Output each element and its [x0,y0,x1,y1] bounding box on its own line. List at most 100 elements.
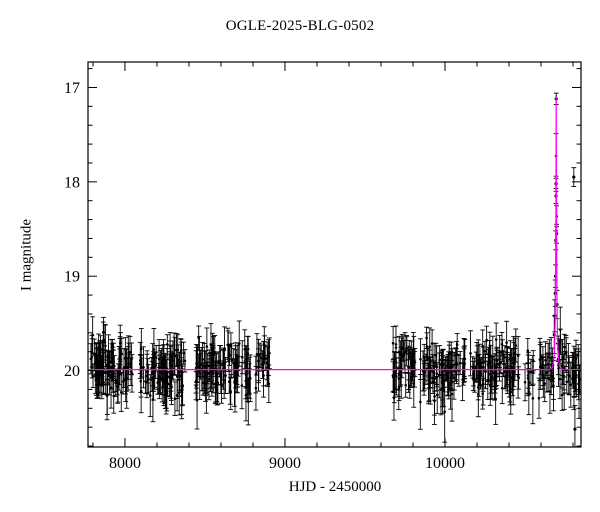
data-point [506,371,509,375]
data-point [104,344,107,348]
data-point [562,391,566,395]
data-point [161,379,164,383]
data-point [560,393,564,397]
data-point [102,338,105,342]
data-point [393,370,396,374]
data-point [228,353,231,357]
data-point [489,354,493,358]
data-point [157,377,160,381]
data-point [151,356,154,360]
data-point [112,394,116,398]
data-point [94,352,98,356]
data-point [491,371,495,375]
data-point [469,352,472,355]
data-point [497,363,501,366]
data-point [391,341,395,345]
data-point [403,351,407,354]
data-point [455,362,458,366]
data-point [552,384,555,387]
y-tick-label: 18 [64,174,80,191]
data-point [176,375,179,378]
data-point [472,377,475,380]
data-point [98,355,102,358]
data-point [142,366,145,369]
data-point [205,345,209,348]
data-point [550,374,554,378]
data-point [166,343,169,346]
data-point [119,390,123,394]
data-point [543,382,547,385]
data-point [526,349,530,353]
data-point [107,359,111,363]
axes-frame [87,61,582,448]
data-point [537,396,541,400]
data-point [212,353,215,357]
data-point [214,382,217,386]
model-curve [88,96,581,371]
data-point [462,373,465,376]
data-point [505,341,508,344]
data-point [426,357,430,360]
data-point [511,361,515,365]
data-point [477,392,480,396]
data-point [479,373,482,376]
data-point [118,360,121,363]
data-point [531,359,535,363]
data-point [446,375,450,378]
data-point [245,382,249,386]
data-point [139,379,143,383]
data-point [509,390,513,394]
data-point [173,397,177,400]
data-point [510,376,514,380]
y-tick-label: 17 [64,80,80,97]
data-point [423,371,426,374]
data-point [183,359,187,363]
data-point [115,381,119,385]
data-point [171,359,175,362]
data-point [541,373,545,377]
data-point [128,350,132,354]
data-point [545,371,549,375]
data-point [152,348,156,351]
data-point [95,377,98,381]
data-points-layer [88,92,581,447]
data-point [206,371,209,375]
data-point [138,359,142,362]
data-point [494,338,498,341]
data-point [165,390,169,394]
data-point [419,357,422,361]
data-point [419,400,422,404]
data-point [230,359,234,363]
data-point [180,394,184,397]
data-point [450,392,454,396]
data-point [558,350,562,354]
data-point [527,390,531,393]
data-point [103,370,107,374]
data-point [262,362,265,365]
data-point [114,379,118,382]
data-point [563,345,566,349]
data-point [394,343,398,346]
x-tick-label: 9000 [269,455,301,472]
data-point [392,396,396,400]
x-tick-label: 8000 [109,455,141,472]
data-point [574,357,578,361]
data-point [402,353,406,357]
data-point [196,362,199,365]
data-point [499,361,503,365]
data-point [179,374,183,378]
y-tick-label: 20 [64,363,80,380]
data-point [397,377,401,380]
data-point [182,351,185,355]
data-point [195,398,199,402]
data-point [90,351,94,355]
data-point [450,363,454,367]
data-point [216,381,220,385]
data-point [154,356,158,359]
data-point [455,343,459,346]
data-point [437,374,441,377]
data-point [144,380,147,383]
data-point [150,372,154,375]
data-point [544,358,547,362]
